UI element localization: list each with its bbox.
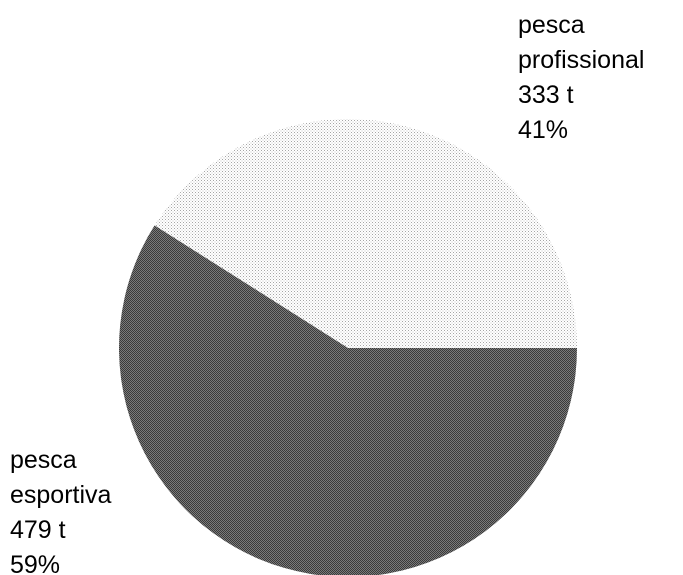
- pie-slice-pesca-profissional: [154, 118, 577, 348]
- pie-slice-pesca-esportiva: [119, 225, 577, 575]
- slice-value-label: 333 t: [518, 81, 574, 109]
- slice-label-line: pesca: [10, 446, 77, 474]
- slice-label-pesca-esportiva: pesca esportiva 479 t 59%: [10, 446, 112, 575]
- slice-label-pesca-profissional: pesca profissional 333 t 41%: [518, 11, 644, 144]
- slice-label-line: pesca: [518, 11, 585, 39]
- slice-percent-label: 59%: [10, 551, 60, 575]
- pie-slices: [119, 118, 577, 575]
- slice-label-line: esportiva: [10, 481, 112, 509]
- slice-percent-label: 41%: [518, 116, 568, 144]
- slice-label-line: profissional: [518, 46, 644, 74]
- slice-value-label: 479 t: [10, 516, 66, 544]
